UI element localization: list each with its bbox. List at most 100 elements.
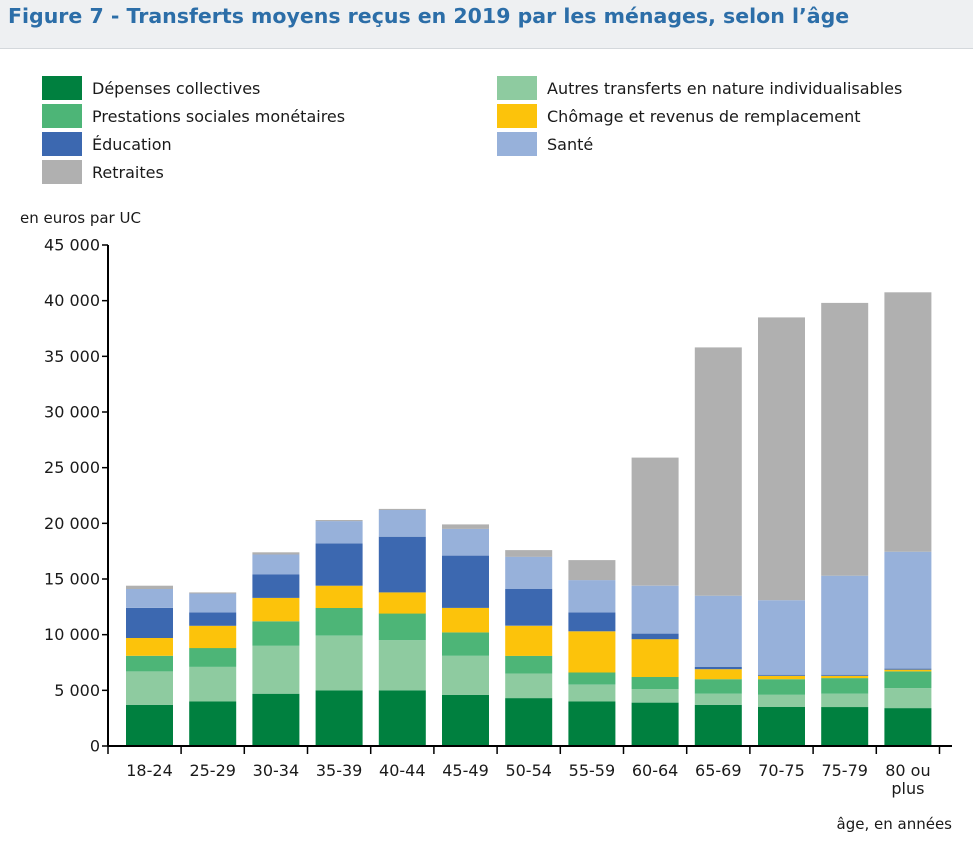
bar-segment (821, 674, 869, 676)
legend-label: Autres transferts en nature individualis… (547, 79, 903, 98)
bar-segment (821, 707, 869, 746)
x-tick-label: 25-29 (189, 761, 236, 780)
bar-segment (378, 508, 426, 510)
bar-segment (315, 635, 363, 691)
legend-swatch (497, 76, 537, 100)
bar-segment (252, 554, 300, 575)
bar-segment (126, 671, 173, 705)
x-axis-label: âge, en années (837, 815, 953, 833)
bar-segment (884, 671, 932, 689)
legend-swatch (42, 132, 82, 156)
y-tick-label: 5 000 (54, 681, 100, 700)
bar-segment (758, 707, 805, 746)
bar-segment (442, 655, 489, 695)
y-tick-label: 15 000 (44, 570, 100, 589)
bar-segment (378, 640, 426, 691)
bar-segment (694, 679, 742, 694)
bar-segment (884, 669, 932, 672)
legend-label: Dépenses collectives (92, 79, 261, 98)
bar-segment (884, 688, 932, 709)
y-axis-label: en euros par UC (20, 209, 141, 227)
bar-segment (631, 677, 679, 690)
bar-segment (821, 678, 869, 694)
bar-segment (315, 690, 363, 746)
bar-segment (694, 693, 742, 705)
bar-segment (631, 702, 679, 746)
bar-segment (378, 592, 426, 614)
bar-segment (126, 655, 173, 672)
legend-label: Retraites (92, 163, 164, 182)
bar-segment (821, 675, 869, 679)
y-tick-label: 45 000 (44, 236, 100, 255)
bar-segment (758, 694, 805, 707)
x-tick-label: 30-34 (253, 761, 300, 780)
x-tick-label: 50-54 (505, 761, 552, 780)
y-tick-label: 10 000 (44, 625, 100, 644)
bar-segment (568, 612, 616, 632)
bar-segment (442, 524, 489, 529)
bar-segment (442, 555, 489, 608)
axes-group (107, 245, 952, 747)
bar-segment (189, 592, 237, 594)
bar-segment (568, 560, 616, 581)
bar-segment (189, 625, 237, 649)
bar-segment (631, 457, 679, 586)
bar-segment (821, 693, 869, 708)
legend-swatch (497, 104, 537, 128)
y-tick-label: 40 000 (44, 291, 100, 310)
legend-label: Prestations sociales monétaires (92, 107, 346, 126)
legend-label: Santé (547, 135, 594, 154)
bar-segment (442, 607, 489, 633)
bar-segment (189, 648, 237, 667)
y-ticks-group: 0 5 000 10 000 15 000 20 000 25 000 30 000 35 0… (44, 236, 108, 756)
bar-segment (315, 607, 363, 636)
bar-segment (189, 612, 237, 626)
x-tick-label: 40-44 (379, 761, 426, 780)
legend-label: Chômage et revenus de remplacement (547, 107, 861, 126)
bar-segment (378, 690, 426, 746)
bar-segment (189, 701, 237, 746)
x-tick-label: 18-24 (126, 761, 173, 780)
bar-segment (126, 585, 173, 589)
bar-segment (568, 684, 616, 702)
legend-swatch (42, 160, 82, 184)
bar-segment (252, 621, 300, 646)
bar-segment (884, 551, 932, 669)
bar-segment (252, 597, 300, 622)
bar-segment (126, 589, 173, 608)
bar-segment (758, 317, 805, 601)
bar-segment (758, 675, 805, 680)
bar-segment (315, 521, 363, 544)
bar-segment (631, 689, 679, 703)
bar-segment (568, 631, 616, 673)
legend-swatch (42, 76, 82, 100)
bar-segment (631, 639, 679, 677)
bar-segment (758, 600, 805, 675)
bar-segment (442, 528, 489, 556)
bar-segment (252, 552, 300, 555)
bar-segment (821, 575, 869, 675)
bar-segment (884, 292, 932, 552)
bar-segment (884, 668, 932, 670)
y-tick-label: 0 (90, 737, 100, 756)
bar-segment (442, 694, 489, 746)
bar-segment (126, 638, 173, 656)
bar-segment (442, 632, 489, 656)
x-tick-label: 60-64 (632, 761, 679, 780)
bars-group (126, 292, 932, 746)
bar-segment (189, 667, 237, 702)
bar-segment (694, 669, 742, 680)
bar-segment (189, 593, 237, 613)
bar-segment (126, 607, 173, 638)
bar-segment (505, 655, 553, 674)
title-bar: Figure 7 - Transferts moyens reçus en 20… (0, 0, 973, 49)
bar-segment (505, 698, 553, 746)
bar-segment (505, 550, 553, 557)
bar-segment (568, 672, 616, 685)
bar-segment (315, 520, 363, 522)
bar-segment (505, 625, 553, 656)
bar-segment (821, 302, 869, 576)
x-tick-label: 55-59 (569, 761, 616, 780)
bar-segment (568, 701, 616, 746)
